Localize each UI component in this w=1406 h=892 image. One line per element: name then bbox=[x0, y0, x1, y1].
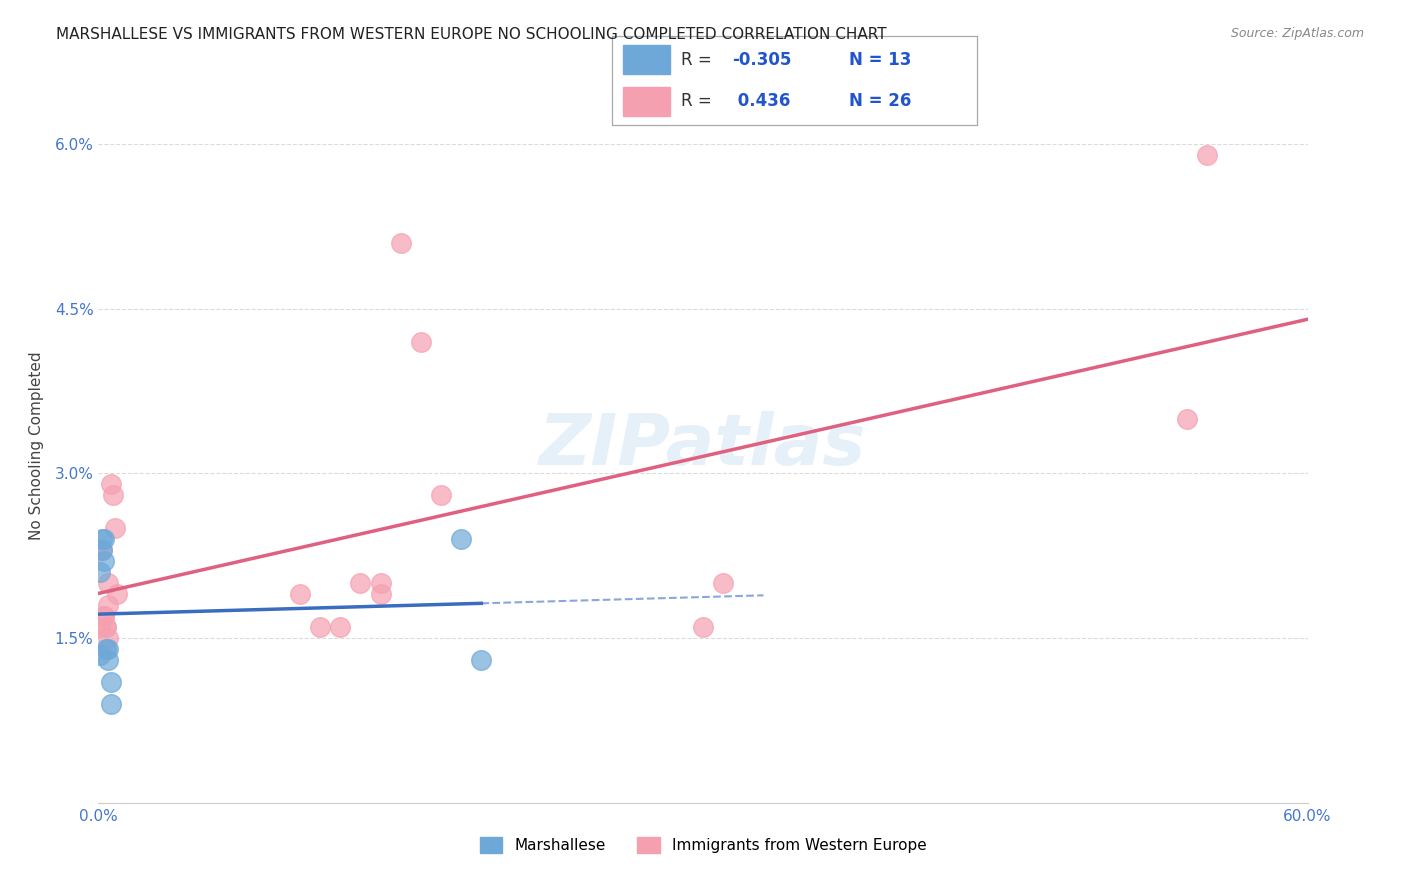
Text: N = 26: N = 26 bbox=[849, 92, 911, 110]
Point bbox=[91, 543, 114, 558]
Point bbox=[105, 587, 128, 601]
Point bbox=[100, 697, 122, 711]
Text: 0.436: 0.436 bbox=[733, 92, 790, 110]
Point bbox=[97, 576, 120, 591]
Point bbox=[430, 488, 453, 502]
Point bbox=[89, 566, 111, 580]
Point bbox=[389, 235, 412, 250]
Point bbox=[91, 533, 114, 547]
Point bbox=[370, 587, 392, 601]
Text: ZIPatlas: ZIPatlas bbox=[540, 411, 866, 481]
Point bbox=[692, 620, 714, 634]
Point bbox=[93, 533, 115, 547]
Point bbox=[89, 648, 111, 662]
Point bbox=[97, 653, 120, 667]
Point bbox=[1195, 148, 1218, 162]
Point bbox=[96, 620, 118, 634]
Point bbox=[370, 576, 392, 591]
Bar bbox=[623, 87, 671, 116]
Text: Source: ZipAtlas.com: Source: ZipAtlas.com bbox=[1230, 27, 1364, 40]
Point bbox=[96, 620, 118, 634]
Y-axis label: No Schooling Completed: No Schooling Completed bbox=[28, 351, 44, 541]
Point bbox=[470, 653, 492, 667]
Point bbox=[1175, 411, 1198, 425]
Text: -0.305: -0.305 bbox=[733, 51, 792, 69]
Point bbox=[93, 609, 115, 624]
Text: 0.0%: 0.0% bbox=[79, 809, 118, 824]
Point bbox=[101, 488, 124, 502]
Text: R =: R = bbox=[681, 51, 717, 69]
Point bbox=[100, 477, 122, 491]
Point bbox=[89, 620, 111, 634]
Point bbox=[349, 576, 371, 591]
Point bbox=[91, 543, 114, 558]
Point bbox=[96, 642, 118, 657]
Text: R =: R = bbox=[681, 92, 717, 110]
Point bbox=[288, 587, 311, 601]
Text: MARSHALLESE VS IMMIGRANTS FROM WESTERN EUROPE NO SCHOOLING COMPLETED CORRELATION: MARSHALLESE VS IMMIGRANTS FROM WESTERN E… bbox=[56, 27, 887, 42]
Point bbox=[309, 620, 332, 634]
Point bbox=[97, 642, 120, 657]
Point bbox=[93, 554, 115, 568]
Point bbox=[93, 609, 115, 624]
Point bbox=[711, 576, 734, 591]
Point bbox=[97, 598, 120, 612]
Point bbox=[100, 675, 122, 690]
Point bbox=[409, 334, 432, 349]
Point bbox=[450, 533, 472, 547]
Point bbox=[103, 521, 125, 535]
Bar bbox=[623, 45, 671, 74]
Legend: Marshallese, Immigrants from Western Europe: Marshallese, Immigrants from Western Eur… bbox=[474, 831, 932, 859]
Point bbox=[329, 620, 352, 634]
Text: N = 13: N = 13 bbox=[849, 51, 911, 69]
Point bbox=[97, 631, 120, 645]
Text: 60.0%: 60.0% bbox=[1284, 809, 1331, 824]
